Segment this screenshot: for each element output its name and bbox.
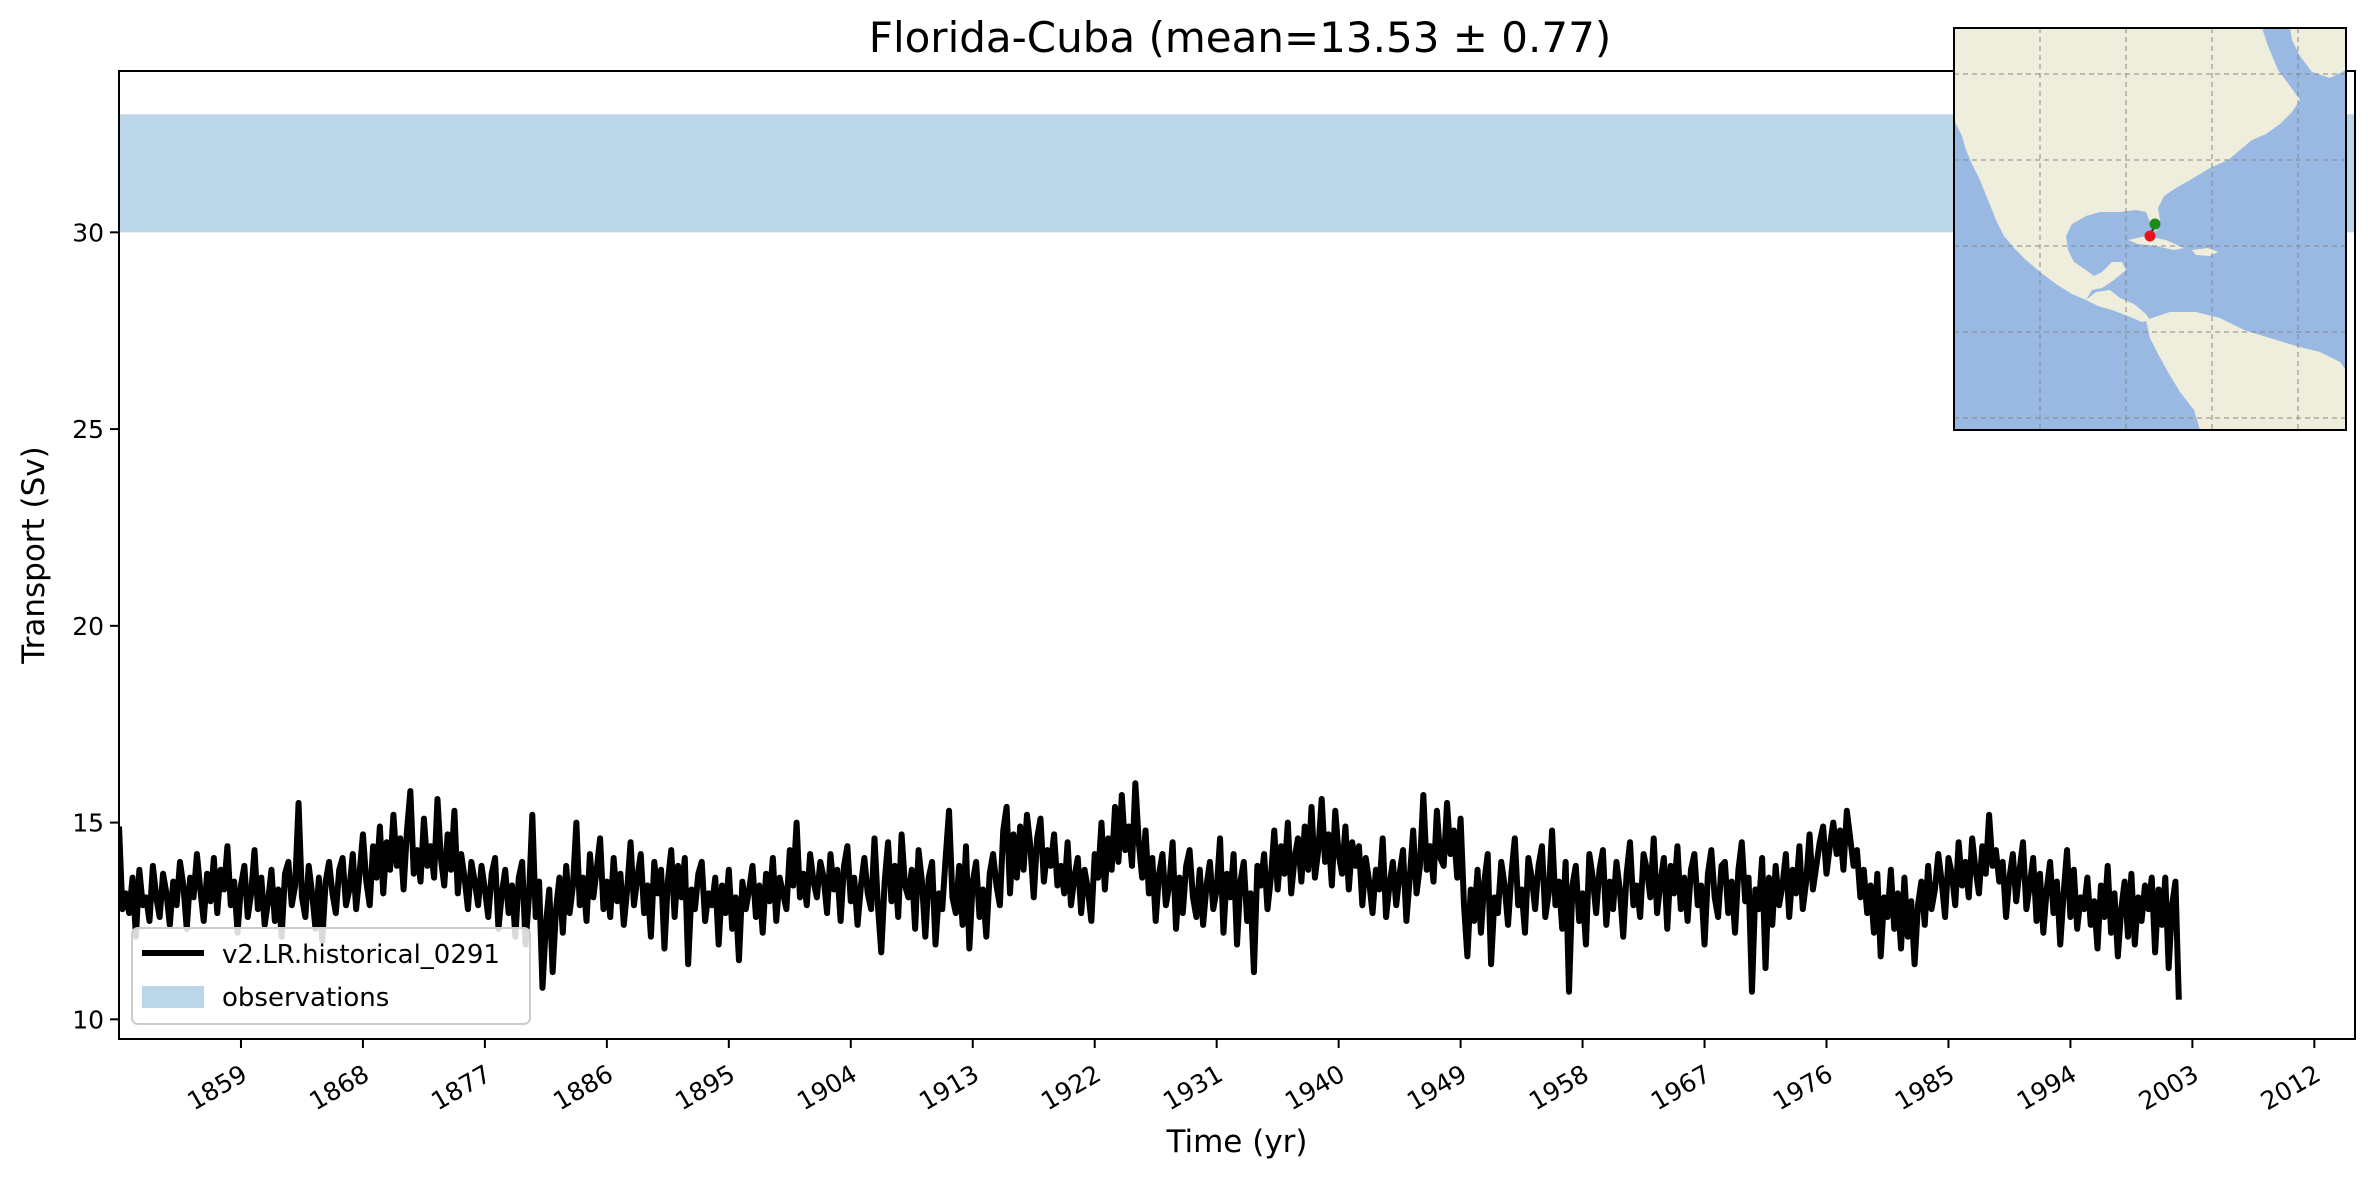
map-land-south-america [2146, 312, 2346, 430]
legend-frame [131, 927, 531, 1025]
y-tick-label-10: 10 [72, 1005, 104, 1034]
y-tick-label-30: 30 [72, 218, 104, 247]
inset-map-frame [1953, 27, 2347, 431]
legend-swatch-band [142, 986, 204, 1008]
legend: v2.LR.historical_0291 observations [131, 927, 531, 1025]
series-line-v2-lr-historical-0291 [119, 780, 2182, 1000]
y-axis: 10 15 20 25 30 [72, 218, 119, 1034]
y-axis-label: Transport (Sv) [16, 446, 52, 665]
chart-title: Florida-Cuba (mean=13.53 ± 0.77) [869, 13, 1611, 62]
y-tick-label-15: 15 [72, 809, 104, 838]
y-tick-label-20: 20 [72, 612, 104, 641]
inset-map [1953, 27, 2347, 431]
map-gridlines [1954, 28, 2346, 430]
map-land-greenland [2290, 28, 2346, 78]
map-marker-florida [2149, 218, 2161, 230]
x-axis-label: Time (yr) [1166, 1124, 1308, 1160]
map-marker-cuba [2144, 230, 2156, 242]
map-land-central-america [2086, 290, 2150, 322]
legend-label-series: v2.LR.historical_0291 [222, 940, 500, 970]
plot-frame [118, 70, 2356, 1040]
y-tick-label-25: 25 [72, 415, 104, 444]
legend-label-observations: observations [222, 983, 389, 1013]
